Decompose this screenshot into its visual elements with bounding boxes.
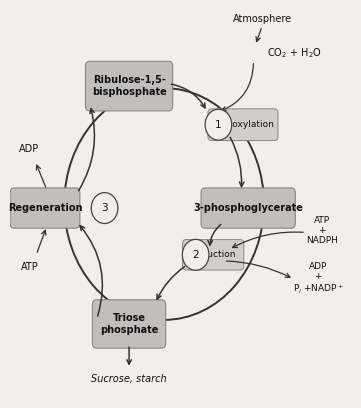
FancyBboxPatch shape (92, 300, 166, 348)
Text: CO$_2$ + H$_2$O: CO$_2$ + H$_2$O (268, 47, 322, 60)
Circle shape (91, 193, 118, 224)
Text: Triose
phosphate: Triose phosphate (100, 313, 158, 335)
Text: 1: 1 (215, 120, 222, 130)
Text: Sucrose, starch: Sucrose, starch (91, 374, 167, 384)
FancyBboxPatch shape (183, 239, 244, 270)
Text: ADP: ADP (19, 144, 39, 154)
Circle shape (205, 109, 232, 140)
FancyBboxPatch shape (201, 188, 295, 228)
Text: Carboxylation: Carboxylation (212, 120, 274, 129)
Circle shape (182, 239, 209, 270)
Text: Regeneration: Regeneration (8, 203, 82, 213)
Text: 3: 3 (101, 203, 108, 213)
Text: Reduction: Reduction (190, 251, 236, 259)
Text: ATP
+
NADPH: ATP + NADPH (306, 215, 338, 245)
FancyBboxPatch shape (10, 188, 80, 228)
Text: Ribulose-1,5-
bisphosphate: Ribulose-1,5- bisphosphate (92, 75, 166, 97)
Text: 3-phosphoglycerate: 3-phosphoglycerate (193, 203, 303, 213)
Text: 2: 2 (192, 250, 199, 260)
Text: ADP
+
P$_i$ +NADP$^+$: ADP + P$_i$ +NADP$^+$ (293, 262, 344, 297)
Text: ATP: ATP (21, 262, 39, 272)
FancyBboxPatch shape (86, 61, 173, 111)
Text: Atmosphere: Atmosphere (232, 14, 292, 24)
FancyBboxPatch shape (208, 109, 278, 141)
